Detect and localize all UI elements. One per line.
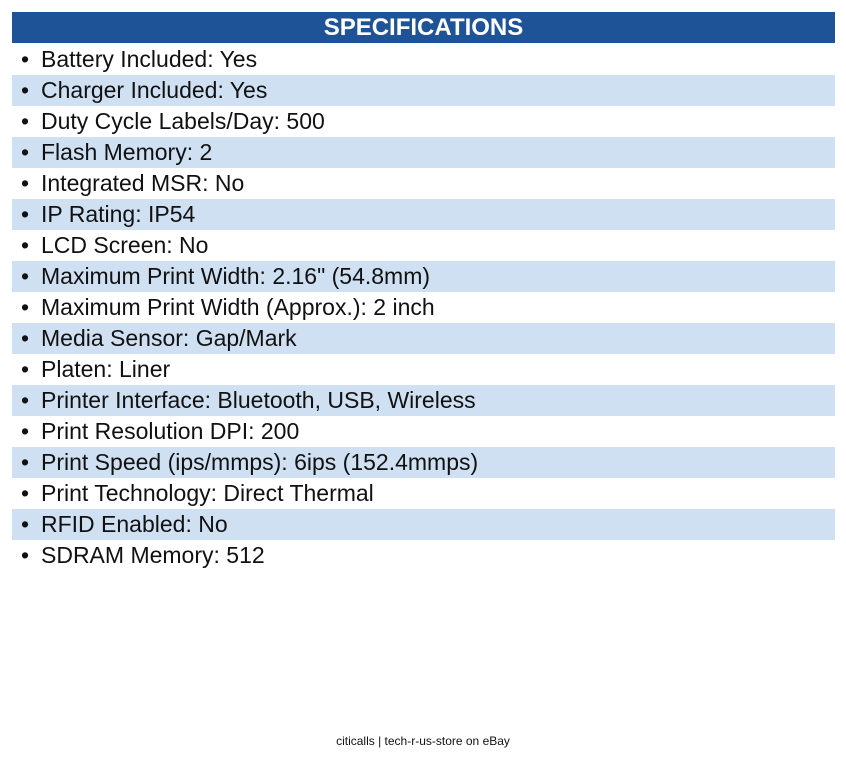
spec-item: Integrated MSR: No: [12, 168, 835, 199]
spec-item: SDRAM Memory: 512: [12, 540, 835, 571]
footer: citicalls | tech-r-us-store on eBay: [336, 734, 510, 748]
spec-item: Media Sensor: Gap/Mark: [12, 323, 835, 354]
spec-list: Battery Included: YesCharger Included: Y…: [12, 44, 835, 571]
spec-item: Print Resolution DPI: 200: [12, 416, 835, 447]
spec-item: Flash Memory: 2: [12, 137, 835, 168]
spec-item: Duty Cycle Labels/Day: 500: [12, 106, 835, 137]
spec-item: Maximum Print Width: 2.16" (54.8mm): [12, 261, 835, 292]
spec-item: Print Speed (ips/mmps): 6ips (152.4mmps): [12, 447, 835, 478]
spec-item: Maximum Print Width (Approx.): 2 inch: [12, 292, 835, 323]
spec-item: Print Technology: Direct Thermal: [12, 478, 835, 509]
spec-item: Battery Included: Yes: [12, 44, 835, 75]
title: SPECIFICATIONS: [12, 12, 835, 43]
spec-item: Printer Interface: Bluetooth, USB, Wirel…: [12, 385, 835, 416]
spec-item: RFID Enabled: No: [12, 509, 835, 540]
spec-item: IP Rating: IP54: [12, 199, 835, 230]
spec-item: Charger Included: Yes: [12, 75, 835, 106]
spec-item: Platen: Liner: [12, 354, 835, 385]
spec-item: LCD Screen: No: [12, 230, 835, 261]
